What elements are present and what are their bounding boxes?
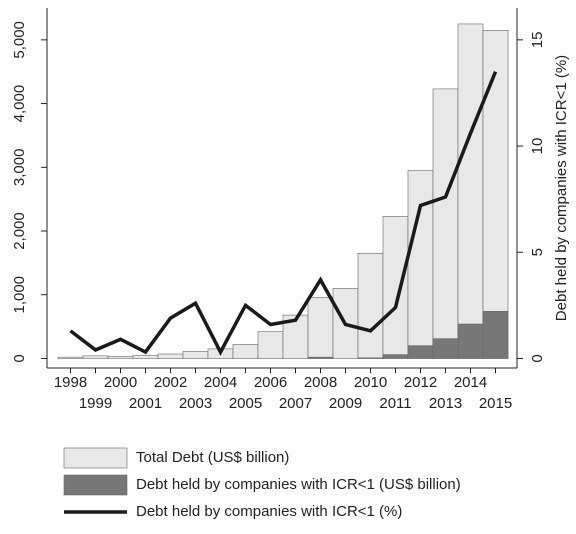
- x-tick-label: 2009: [329, 395, 362, 412]
- x-tick-label: 2008: [304, 374, 337, 391]
- bar: [482, 30, 509, 359]
- bar: [182, 351, 209, 359]
- bar: [82, 355, 109, 359]
- x-tick-label: 2011: [379, 395, 411, 412]
- bar: [457, 23, 484, 359]
- bar: [457, 323, 484, 359]
- bar: [107, 356, 134, 359]
- bar: [307, 296, 334, 359]
- y2-tick-label: 15: [529, 32, 546, 49]
- y2-tick-label: 0: [529, 354, 546, 362]
- legend-swatch: [63, 474, 128, 496]
- y-tick-label: 5,000: [11, 21, 28, 59]
- x-tick-label: 2013: [429, 395, 462, 412]
- x-tick-label: 1999: [79, 395, 112, 412]
- bar: [132, 354, 159, 359]
- x-tick-label: 2010: [354, 374, 387, 391]
- legend-label: Debt held by companies with ICR<1 (US$ b…: [136, 476, 461, 493]
- y2-axis-title: Debt held by companies with ICR<1 (%): [553, 55, 570, 321]
- x-tick-label: 2005: [229, 395, 262, 412]
- bar: [407, 345, 434, 359]
- x-tick-label: 1998: [54, 374, 87, 391]
- y2-tick-label: 10: [529, 138, 546, 155]
- bar: [482, 310, 509, 359]
- bar: [332, 288, 359, 359]
- y-tick-label: 3,000: [11, 149, 28, 187]
- y-tick-label: 2,000: [11, 212, 28, 250]
- x-tick-label: 2001: [129, 395, 162, 412]
- bar: [157, 353, 184, 359]
- y-tick-label: 4,000: [11, 85, 28, 123]
- legend-label: Total Debt (US$ billion): [136, 449, 289, 466]
- bar: [432, 88, 459, 359]
- y-tick-label: 0: [11, 354, 28, 362]
- y2-tick-label: 5: [529, 248, 546, 256]
- legend-swatch: [63, 447, 128, 469]
- bar: [382, 216, 409, 359]
- bar: [407, 170, 434, 359]
- y-tick-label: 1,000: [11, 276, 28, 314]
- x-tick-label: 2003: [179, 395, 212, 412]
- bar: [57, 356, 84, 359]
- x-tick-label: 2012: [404, 374, 437, 391]
- bar: [257, 331, 284, 359]
- bar: [357, 253, 384, 359]
- x-tick-label: 2007: [279, 395, 312, 412]
- x-tick-label: 2006: [254, 374, 287, 391]
- bar: [432, 338, 459, 359]
- bar: [307, 356, 334, 359]
- legend-label: Debt held by companies with ICR<1 (%): [136, 503, 402, 520]
- x-tick-label: 2004: [204, 374, 237, 391]
- x-tick-label: 2000: [104, 374, 137, 391]
- x-tick-label: 2015: [479, 395, 512, 412]
- x-tick-label: 2014: [454, 374, 487, 391]
- bar: [357, 357, 384, 359]
- line: [69, 71, 498, 356]
- x-tick-label: 2002: [154, 374, 187, 391]
- bar: [232, 344, 259, 359]
- bar: [382, 354, 409, 359]
